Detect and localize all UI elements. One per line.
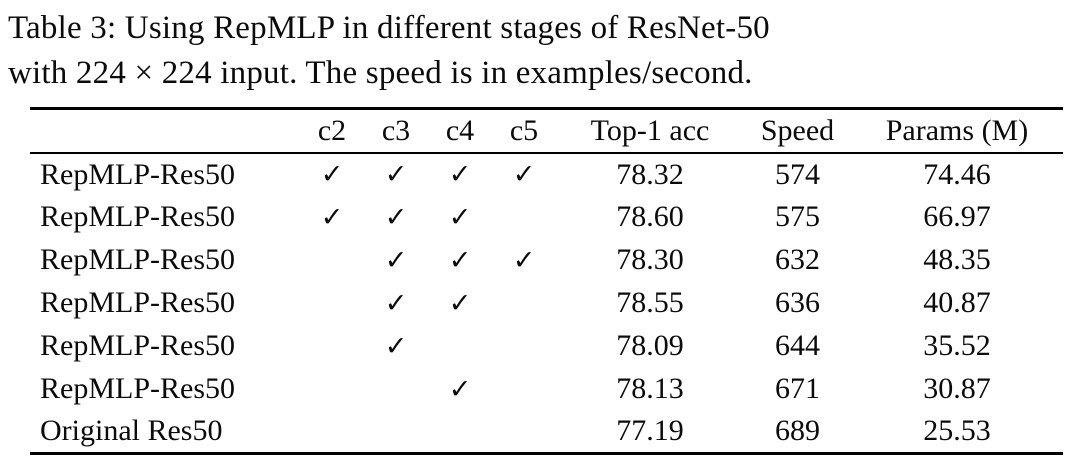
params-cell: 25.53 xyxy=(923,414,991,448)
speed-cell: 636 xyxy=(775,286,820,319)
check-c2-cell: ✓ xyxy=(320,159,344,190)
table-row: RepMLP-Res50 ✓ ✓ ✓ 78.60 575 66.97 xyxy=(30,196,1063,239)
header-c3: c3 xyxy=(364,108,428,154)
header-top1-acc: Top-1 acc xyxy=(556,108,744,154)
check-c3-cell xyxy=(364,411,428,454)
check-c5-cell xyxy=(492,282,556,325)
table-row: Original Res50 77.19 689 25.53 xyxy=(30,411,1063,454)
caption-line-1: Table 3: Using RepMLP in different stage… xyxy=(8,10,770,46)
check-c3-cell xyxy=(364,368,428,411)
check-c3-cell: ✓ xyxy=(384,287,408,319)
check-c3-cell: ✓ xyxy=(384,244,408,276)
header-c2: c2 xyxy=(300,108,364,154)
params-cell: 40.87 xyxy=(923,286,991,319)
header-speed: Speed xyxy=(744,108,851,154)
header-c5: c5 xyxy=(492,108,556,154)
model-cell: RepMLP-Res50 xyxy=(40,372,235,405)
table-row: RepMLP-Res50 ✓ ✓ 78.55 636 40.87 xyxy=(30,282,1063,325)
check-c5-cell: ✓ xyxy=(512,159,536,190)
top1-acc-cell: 78.60 xyxy=(616,200,684,233)
speed-cell: 632 xyxy=(775,243,820,276)
caption-line-2: with 224 × 224 input. The speed is in ex… xyxy=(8,55,753,91)
check-c5-cell xyxy=(492,411,556,454)
top1-acc-cell: 78.09 xyxy=(616,329,684,362)
check-c2-cell: ✓ xyxy=(320,201,344,233)
params-cell: 74.46 xyxy=(923,157,991,191)
params-cell: 30.87 xyxy=(923,372,991,405)
check-c2-cell xyxy=(300,239,364,282)
results-table: c2 c3 c4 c5 Top-1 acc Speed Params (M) R… xyxy=(30,107,1063,455)
table-caption: Table 3: Using RepMLP in different stage… xyxy=(8,6,1068,96)
top1-acc-cell: 78.55 xyxy=(616,286,684,319)
check-c4-cell xyxy=(428,411,492,454)
speed-cell: 574 xyxy=(775,157,820,191)
model-cell: RepMLP-Res50 xyxy=(40,200,235,233)
params-cell: 48.35 xyxy=(923,243,991,276)
params-cell: 35.52 xyxy=(923,329,991,362)
check-c4-cell: ✓ xyxy=(448,201,472,233)
header-model xyxy=(30,108,300,154)
check-c5-cell xyxy=(492,196,556,239)
check-c2-cell xyxy=(300,368,364,411)
table-row: RepMLP-Res50 ✓ ✓ ✓ 78.30 632 48.35 xyxy=(30,239,1063,282)
top1-acc-cell: 78.13 xyxy=(616,372,684,405)
speed-cell: 689 xyxy=(775,414,820,448)
top1-acc-cell: 77.19 xyxy=(616,414,684,448)
check-c4-cell xyxy=(428,325,492,368)
check-c3-cell: ✓ xyxy=(384,201,408,233)
check-c4-cell: ✓ xyxy=(448,159,472,190)
params-cell: 66.97 xyxy=(923,200,991,233)
check-c5-cell xyxy=(492,368,556,411)
model-cell: RepMLP-Res50 xyxy=(40,329,235,362)
top1-acc-cell: 78.32 xyxy=(616,157,684,191)
model-cell: RepMLP-Res50 xyxy=(40,157,235,191)
check-c2-cell xyxy=(300,282,364,325)
header-params: Params (M) xyxy=(851,108,1063,154)
check-c3-cell: ✓ xyxy=(384,330,408,362)
speed-cell: 644 xyxy=(775,329,820,362)
check-c5-cell xyxy=(492,325,556,368)
check-c4-cell: ✓ xyxy=(448,244,472,276)
model-cell: RepMLP-Res50 xyxy=(40,243,235,276)
top1-acc-cell: 78.30 xyxy=(616,243,684,276)
check-c3-cell: ✓ xyxy=(384,159,408,190)
check-c2-cell xyxy=(300,325,364,368)
check-c4-cell: ✓ xyxy=(448,287,472,319)
model-cell: Original Res50 xyxy=(40,414,223,448)
table-row: RepMLP-Res50 ✓ 78.09 644 35.52 xyxy=(30,325,1063,368)
table-row: RepMLP-Res50 ✓ ✓ ✓ ✓ 78.32 574 74.46 xyxy=(30,153,1063,196)
header-c4: c4 xyxy=(428,108,492,154)
check-c5-cell: ✓ xyxy=(512,244,536,276)
check-c2-cell xyxy=(300,411,364,454)
table-header-row: c2 c3 c4 c5 Top-1 acc Speed Params (M) xyxy=(30,108,1063,154)
speed-cell: 575 xyxy=(775,200,820,233)
speed-cell: 671 xyxy=(775,372,820,405)
check-c4-cell: ✓ xyxy=(448,373,472,405)
table-row: RepMLP-Res50 ✓ 78.13 671 30.87 xyxy=(30,368,1063,411)
model-cell: RepMLP-Res50 xyxy=(40,286,235,319)
